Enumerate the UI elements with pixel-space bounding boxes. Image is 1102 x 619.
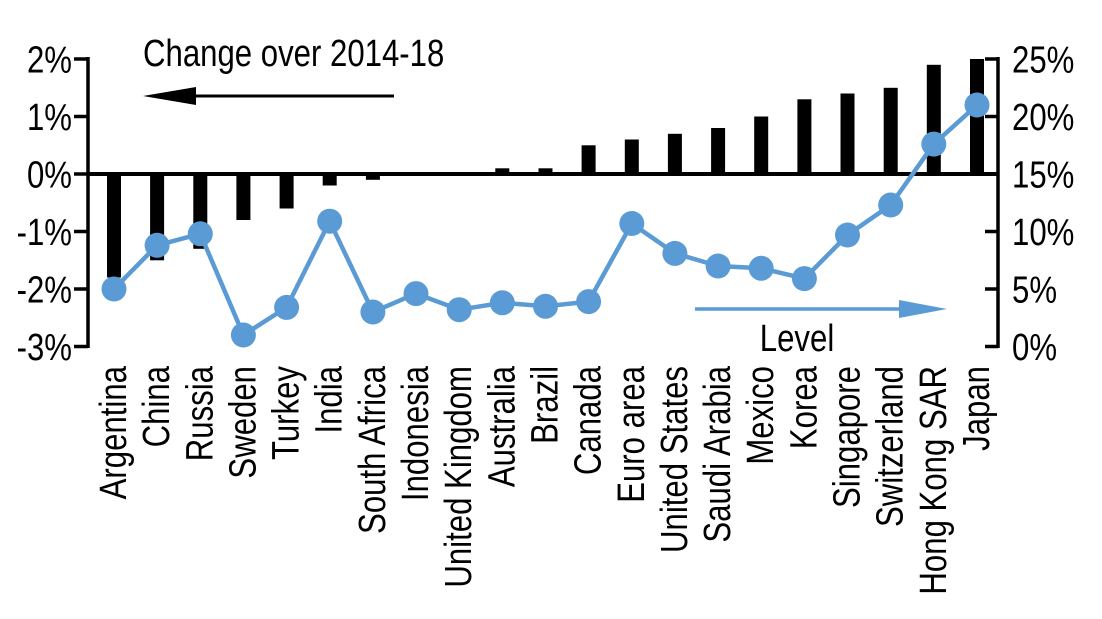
category-label-japan: Japan [956,366,998,451]
change-annotation: Change over 2014-18 [143,33,444,105]
category-label-switzerland: Switzerland [870,366,912,527]
bar-hong-kong-sar [926,64,941,175]
category-label-united-states: United States [654,366,696,553]
category-label-sweden: Sweden [223,366,265,479]
bar-united-states [667,133,682,175]
left-axis-label-2-: 2% [27,40,72,82]
category-label-hong-kong-sar: Hong Kong SAR [913,366,955,595]
marker-canada [576,289,602,315]
marker-south-africa [360,299,386,325]
category-label-euro-area: Euro area [611,365,653,502]
marker-euro-area [619,211,645,236]
category-label-singapore: Singapore [827,366,869,508]
marker-india [317,208,343,234]
left-axis-label-0-: 0% [27,155,72,197]
marker-korea [791,266,817,292]
marker-indonesia [403,281,429,307]
marker-russia [187,221,213,247]
marker-hong-kong-sar [921,131,947,157]
category-label-argentina: Argentina [93,365,135,499]
category-label-korea: Korea [784,365,826,449]
bar-switzerland [883,87,898,175]
bar-brazil [538,168,553,175]
bar-south-africa [365,174,380,180]
marker-japan [964,92,990,118]
bar-sweden [236,174,251,220]
left-axis-label--1-: -1% [17,212,72,254]
marker-united-kingdom [446,297,472,323]
right-axis-label-0-: 0% [1012,327,1057,369]
right-axis-label-15-: 15% [1012,155,1074,197]
bar-mexico [754,116,769,174]
marker-australia [489,290,515,316]
bar-korea [797,99,812,175]
category-label-brazil: Brazil [525,366,567,444]
category-label-turkey: Turkey [266,365,308,460]
left-axis-label--3-: -3% [17,327,72,369]
right-axis-label-20-: 20% [1012,97,1074,139]
level-annotation-label: Level [760,318,834,360]
bar-singapore [840,93,855,174]
category-label-indonesia: Indonesia [395,365,437,501]
marker-mexico [748,255,774,281]
category-label-saudi-arabia: Saudi Arabia [697,365,739,542]
arrow-right-icon [695,300,947,318]
marker-brazil [533,293,558,319]
category-label-canada: Canada [568,365,610,475]
marker-argentina [101,276,127,302]
right-axis-label-5-: 5% [1012,270,1057,312]
level-annotation: Level [695,300,947,360]
arrow-left-icon [143,87,394,105]
right-axis-label-25-: 25% [1012,40,1074,82]
marker-saudi-arabia [705,253,731,279]
category-label-russia: Russia [180,365,222,461]
marker-switzerland [878,192,904,218]
bar-india [322,174,337,186]
bar-turkey [279,174,294,209]
left-axis-label--2-: -2% [17,270,72,312]
bar-canada [581,145,596,175]
category-label-australia: Australia [482,365,524,487]
bar-argentina [107,174,121,278]
change-annotation-label: Change over 2014-18 [143,33,444,75]
marker-sweden [230,322,256,348]
bar-euro-area [624,139,639,174]
marker-singapore [835,222,860,248]
marker-china [144,232,170,258]
category-label-united-kingdom: United Kingdom [438,366,480,588]
left-axis-label-1-: 1% [27,97,72,139]
marker-united-states [662,240,688,266]
category-label-south-africa: South Africa [352,365,394,534]
category-label-china: China [136,365,178,447]
right-axis-label-10-: 10% [1012,212,1074,254]
category-label-mexico: Mexico [740,366,782,465]
marker-turkey [274,294,300,320]
bar-australia [495,168,510,175]
category-label-india: India [309,365,351,433]
bar-saudi-arabia [711,128,726,174]
